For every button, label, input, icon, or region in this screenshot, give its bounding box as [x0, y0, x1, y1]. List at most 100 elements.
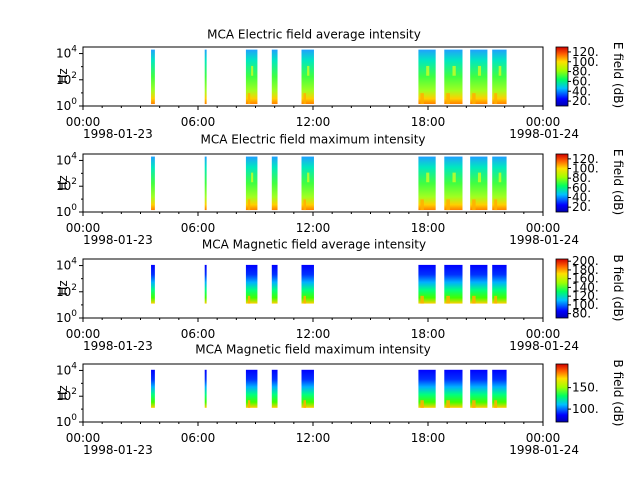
x-tick-label: 18:00	[411, 327, 446, 341]
x-tick-label: 12:00	[296, 327, 331, 341]
colorbar-gradient	[555, 363, 569, 423]
colorbar-gradient	[555, 258, 569, 319]
y-tick-label: 104	[56, 45, 77, 61]
plot-area	[82, 363, 544, 423]
x-tick-label: 18:00	[411, 115, 446, 129]
spectrogram-segment	[492, 264, 507, 304]
colorbar-tick-label: 80.	[572, 307, 591, 321]
plot-area	[82, 258, 544, 319]
panel-2: MCA Electric field maximum intensity Hz …	[56, 133, 625, 248]
spectrogram-segment	[204, 369, 207, 408]
x-tick-label: 00:00	[526, 431, 561, 445]
x-tick-label: 00:00	[66, 431, 101, 445]
y-tick-label: 100	[56, 203, 77, 219]
colorbar-gradient	[555, 153, 569, 213]
panel-title: MCA Electric field average intensity	[207, 28, 421, 42]
x-tick-label: 06:00	[181, 221, 216, 235]
colorbar-tick-label: 100.	[572, 162, 599, 176]
spectrogram-segment	[470, 264, 488, 304]
colorbar-tick-label: 160.	[572, 272, 599, 286]
spectrogram-segment	[470, 156, 488, 211]
colorbar-tick-label: 150.	[572, 381, 599, 395]
spectrogram-segment	[271, 369, 278, 408]
x-tick-label: 00:00	[526, 327, 561, 341]
colorbar-tick-label: 100.	[572, 55, 599, 69]
y-ticks: 100 102 104	[56, 45, 83, 113]
spectrogram-segment	[444, 49, 463, 105]
colorbar: 100. 150.	[555, 363, 599, 423]
colorbar-gradient	[555, 46, 569, 107]
colorbar-tick-label: 140.	[572, 280, 599, 294]
y-tick-label: 102	[56, 71, 77, 87]
x-tick-label: 00:00	[66, 115, 101, 129]
spectrogram-segment	[151, 264, 155, 304]
y-axis-label: Hz	[56, 175, 70, 190]
spectrogram-segment	[301, 264, 314, 304]
spectrogram-segment	[470, 369, 488, 408]
panel-1: MCA Electric field average intensity Hz …	[56, 28, 625, 142]
x-tick-label: 00:00	[526, 221, 561, 235]
spectrogram-segment	[151, 49, 155, 105]
spectrogram-segment	[245, 156, 258, 211]
panel-3: MCA Magnetic field average intensity Hz …	[56, 238, 625, 354]
end-date-label: 1998-01-24	[509, 127, 579, 141]
panel-title: MCA Magnetic field average intensity	[202, 238, 426, 252]
colorbar-label: B field (dB)	[611, 255, 625, 322]
panel-4: MCA Magnetic field maximum intensity Hz …	[56, 343, 625, 458]
colorbar-label: B field (dB)	[611, 360, 625, 427]
end-date-label: 1998-01-24	[509, 443, 579, 457]
spectrogram-segment	[444, 264, 463, 304]
y-ticks: 100 102 104	[56, 257, 83, 325]
y-tick-label: 102	[56, 177, 77, 193]
spectrogram-segment	[418, 264, 436, 304]
colorbar-tick-label: 120.	[572, 289, 599, 303]
spectrogram-segment	[245, 49, 258, 105]
spectrogram-segment	[151, 369, 155, 408]
x-tick-label: 00:00	[66, 327, 101, 341]
spectrogram-segment	[245, 264, 258, 304]
spectrogram-segment	[245, 369, 258, 408]
end-date-label: 1998-01-24	[509, 233, 579, 247]
y-axis-label: Hz	[56, 385, 70, 400]
spectrogram-segment	[418, 49, 436, 105]
panel-title: MCA Magnetic field maximum intensity	[195, 343, 431, 357]
spectrogram-segment	[444, 369, 463, 408]
start-date-label: 1998-01-23	[83, 233, 153, 247]
colorbar-tick-label: 180.	[572, 263, 599, 277]
spectrogram-segment	[418, 369, 436, 408]
start-date-label: 1998-01-23	[83, 127, 153, 141]
y-ticks: 100 102 104	[56, 151, 83, 219]
y-axis-label: Hz	[56, 280, 70, 295]
spectrogram-segment	[271, 156, 278, 211]
spectrogram-segment	[271, 49, 278, 105]
spectrogram-segment	[301, 156, 314, 211]
colorbar: 20.40.60.80.100.120.	[555, 45, 599, 108]
x-tick-label: 06:00	[181, 115, 216, 129]
colorbar-tick-label: 80.	[572, 171, 591, 185]
x-tick-label: 18:00	[411, 431, 446, 445]
colorbar-tick-label: 40.	[572, 191, 591, 205]
x-tick-label: 12:00	[296, 431, 331, 445]
spectrogram-segment	[492, 156, 507, 211]
colorbar-label: E field (dB)	[611, 42, 625, 108]
colorbar: 20.40.60.80.100.120.	[555, 152, 599, 214]
colorbar: 80.100.120.140.160.180.200.	[555, 254, 599, 321]
y-tick-label: 100	[56, 309, 77, 325]
spectrogram-segment	[470, 49, 488, 105]
colorbar-tick-label: 100.	[572, 402, 599, 416]
end-date-label: 1998-01-24	[509, 339, 579, 353]
y-tick-label: 102	[56, 283, 77, 299]
colorbar-tick-label: 40.	[572, 84, 591, 98]
x-tick-label: 00:00	[526, 115, 561, 129]
colorbar-tick-label: 200.	[572, 254, 599, 268]
colorbar-label: E field (dB)	[611, 149, 625, 215]
spectrogram-segment	[444, 156, 463, 211]
y-tick-label: 104	[56, 361, 77, 377]
colorbar-tick-label: 120.	[572, 152, 599, 166]
spectrogram-segment	[204, 264, 207, 304]
spectrogram-segment	[492, 369, 507, 408]
colorbar-tick-label: 20.	[572, 200, 591, 214]
